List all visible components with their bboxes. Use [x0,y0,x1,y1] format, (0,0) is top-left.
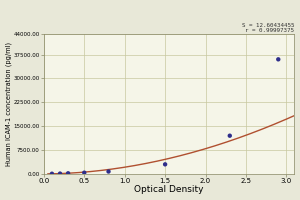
Point [163,163,167,166]
Point [276,58,281,61]
Text: S = 12.60434455
r = 0.99997375: S = 12.60434455 r = 0.99997375 [242,23,294,33]
Point [227,134,232,137]
Point [50,172,54,175]
Point [66,172,70,175]
Point [58,172,62,175]
Point [82,171,87,174]
Y-axis label: Human ICAM-1 concentration (pg/ml): Human ICAM-1 concentration (pg/ml) [6,42,12,166]
X-axis label: Optical Density: Optical Density [134,185,204,194]
Point [106,170,111,173]
